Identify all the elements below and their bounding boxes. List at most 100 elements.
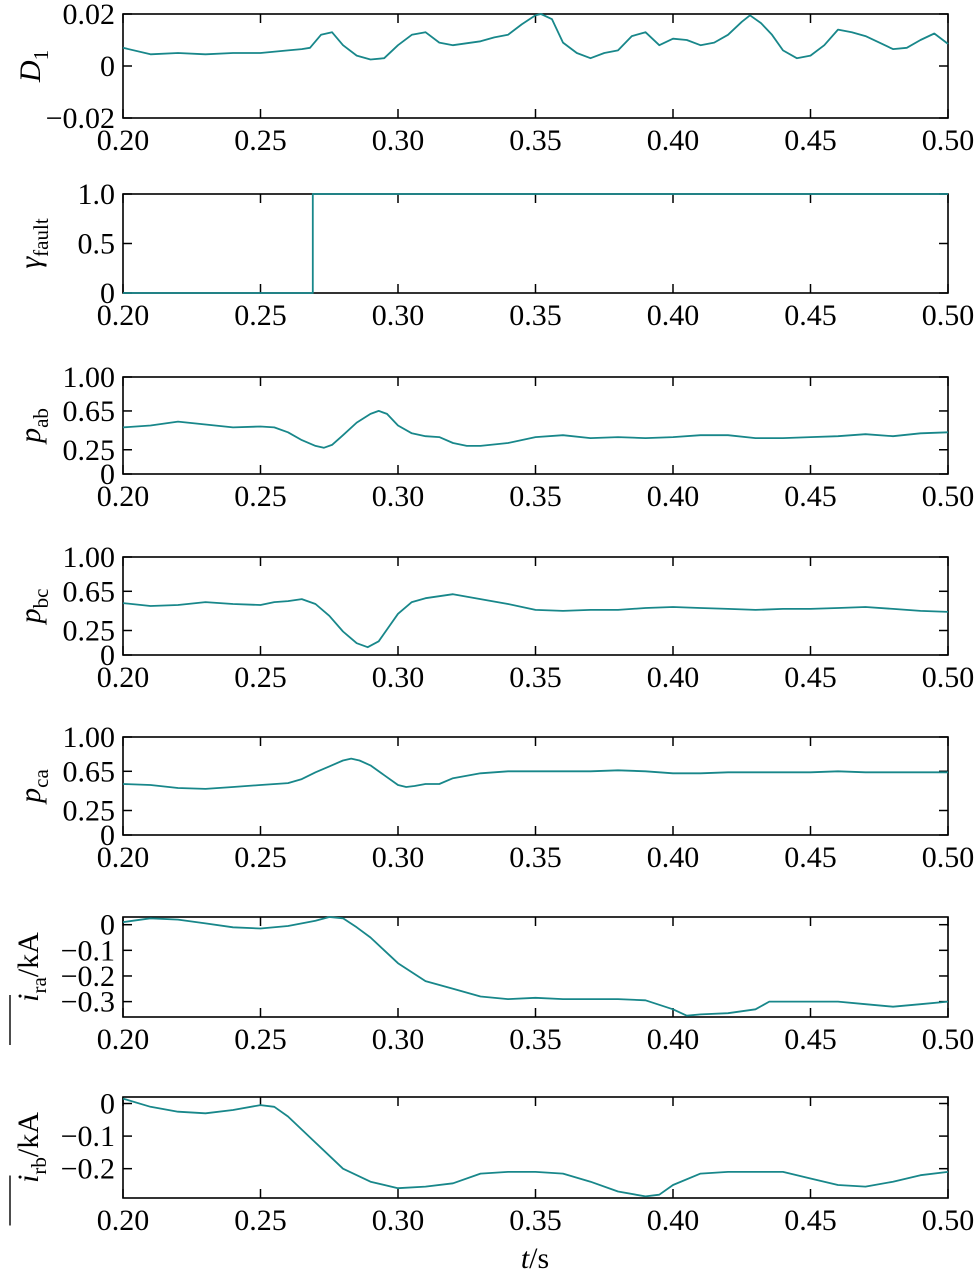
y-axis-label: D1 xyxy=(14,50,53,83)
y-tick-label: 0.02 xyxy=(63,0,116,31)
x-tick-label: 0.40 xyxy=(647,1204,700,1237)
x-tick-label: 0.25 xyxy=(234,1023,287,1056)
x-tick-label: 0.45 xyxy=(784,841,837,874)
x-tick-label: 0.20 xyxy=(97,1023,150,1056)
x-tick-label: 0.20 xyxy=(97,480,150,513)
y-axis-label-sub: ra xyxy=(27,976,51,993)
y-tick-label: −0.2 xyxy=(61,960,115,993)
x-axis-label: t/s xyxy=(521,1242,549,1275)
y-tick-label: 0 xyxy=(100,639,115,672)
panel-gamma_fault: 0.20 0.25 0.30 0.35 0.40 0.45 0.50 0 0.5 1.0 γfaul… xyxy=(14,178,974,332)
y-tick-label: −0.2 xyxy=(61,1153,115,1186)
plot-frame xyxy=(122,376,949,475)
x-tick-label: 0.30 xyxy=(372,1204,425,1237)
x-tick-label: 0.40 xyxy=(647,480,700,513)
y-tick-label: 0 xyxy=(100,909,115,942)
y-axis-label-main: i xyxy=(12,1175,45,1183)
x-tick-label: 0.25 xyxy=(234,124,287,157)
x-tick-label: 0.35 xyxy=(509,661,562,694)
x-tick-label: 0.40 xyxy=(647,124,700,157)
series-line-gamma_fault xyxy=(123,193,948,294)
panel-D1: 0.20 0.25 0.30 0.35 0.40 0.45 0.50 −0.02 0 0.02 D1 xyxy=(14,0,974,157)
x-tick-label: 0.40 xyxy=(647,299,700,332)
x-tick-label: 0.25 xyxy=(234,299,287,332)
series-line-i_ra xyxy=(122,916,949,1017)
series-line-i_rb xyxy=(122,1097,949,1198)
x-tick-label: 0.25 xyxy=(234,480,287,513)
y-axis-label: γfault xyxy=(14,218,53,268)
y-tick-label: 0.65 xyxy=(63,755,116,788)
x-tick-label: 0.45 xyxy=(784,480,837,513)
y-axis-label-unit: /kA xyxy=(12,932,45,977)
panel-i_ra: 0.20 0.25 0.30 0.35 0.40 0.45 0.50 −0.3−0.2−0.1… xyxy=(9,909,974,1056)
x-tick-label: 0.45 xyxy=(784,124,837,157)
y-axis-label-main: p xyxy=(14,608,47,625)
y-tick-label: −0.02 xyxy=(46,102,115,135)
y-tick-label: −0.1 xyxy=(61,934,115,967)
plot-frame xyxy=(122,193,949,294)
y-tick-label: 1.00 xyxy=(63,721,116,754)
x-tick-label: 0.50 xyxy=(922,299,975,332)
y-axis-label-main: γ xyxy=(14,256,47,269)
x-tick-label: 0.20 xyxy=(97,1204,150,1237)
x-tick-label: 0.35 xyxy=(509,299,562,332)
plot-frame xyxy=(122,13,949,119)
x-tick-label: 0.40 xyxy=(647,1023,700,1056)
y-axis-label-unit: /kA xyxy=(12,1112,45,1157)
x-tick-label: 0.25 xyxy=(234,661,287,694)
x-tick-label: 0.50 xyxy=(922,1204,975,1237)
y-axis-label-sub: 1 xyxy=(29,50,53,61)
panel-i_rb: 0.20 0.25 0.30 0.35 0.40 0.45 0.50 −0.2−0.10 irb… xyxy=(9,1088,975,1237)
series-line-D1 xyxy=(122,13,949,61)
y-tick-label: 0.25 xyxy=(63,434,116,467)
x-tick-label: 0.50 xyxy=(922,841,975,874)
x-tick-label: 0.30 xyxy=(372,124,425,157)
panel-p_ca: 0.20 0.25 0.30 0.35 0.40 0.45 0.5000.250.651.0… xyxy=(14,721,974,874)
x-axis-label-unit: /s xyxy=(529,1242,549,1275)
x-tick-label: 0.50 xyxy=(922,661,975,694)
y-axis-label-main: i xyxy=(12,993,45,1001)
x-tick-label: 0.30 xyxy=(372,661,425,694)
y-tick-label: 0 xyxy=(100,819,115,852)
y-axis-label-sub: rb xyxy=(27,1157,51,1175)
y-axis-label: irb/kA xyxy=(12,1112,51,1183)
x-tick-label: 0.45 xyxy=(784,299,837,332)
y-tick-label: 0.25 xyxy=(63,795,116,828)
y-tick-label: 1.00 xyxy=(63,541,116,574)
x-tick-label: 0.30 xyxy=(372,841,425,874)
y-axis-label: ira/kA xyxy=(12,932,51,1002)
y-axis-label-sub: ab xyxy=(29,408,53,428)
series-line-p_ca xyxy=(122,757,948,790)
series-line-p_ab xyxy=(122,409,949,449)
x-tick-label: 0.20 xyxy=(97,299,150,332)
x-tick-label: 0.35 xyxy=(509,124,562,157)
y-tick-label: 0.5 xyxy=(78,228,116,261)
x-tick-label: 0.40 xyxy=(647,661,700,694)
y-tick-label: 0 xyxy=(100,50,115,83)
y-axis-label-sub: bc xyxy=(29,589,53,609)
y-tick-label: 0 xyxy=(100,1088,115,1121)
x-tick-label: 0.45 xyxy=(784,1023,837,1056)
panel-p_ab: 0.20 0.25 0.30 0.35 0.40 0.45 0.5000.250.651.0… xyxy=(14,361,974,513)
y-tick-label: 0.65 xyxy=(63,395,116,428)
y-tick-label: 0 xyxy=(100,458,115,491)
x-tick-label: 0.45 xyxy=(784,1204,837,1237)
x-tick-label: 0.50 xyxy=(922,124,975,157)
y-axis-label-main: p xyxy=(14,788,47,805)
x-tick-label: 0.30 xyxy=(372,1023,425,1056)
series-line-p_bc xyxy=(122,593,949,649)
y-tick-label: 1.0 xyxy=(78,178,116,211)
y-axis-label-sub: fault xyxy=(29,218,53,257)
y-axis-label-main: p xyxy=(14,428,47,445)
x-tick-label: 0.20 xyxy=(97,841,150,874)
y-tick-label: −0.1 xyxy=(61,1120,115,1153)
panel-p_bc: 0.20 0.25 0.30 0.35 0.40 0.45 0.5000.250.651.0… xyxy=(14,541,974,694)
x-axis-label-var: t xyxy=(521,1242,530,1275)
y-tick-label: 1.00 xyxy=(63,361,116,394)
y-tick-label: 0 xyxy=(100,277,115,310)
x-tick-label: 0.40 xyxy=(647,841,700,874)
x-tick-label: 0.35 xyxy=(509,841,562,874)
x-tick-label: 0.30 xyxy=(372,299,425,332)
x-tick-label: 0.20 xyxy=(97,661,150,694)
